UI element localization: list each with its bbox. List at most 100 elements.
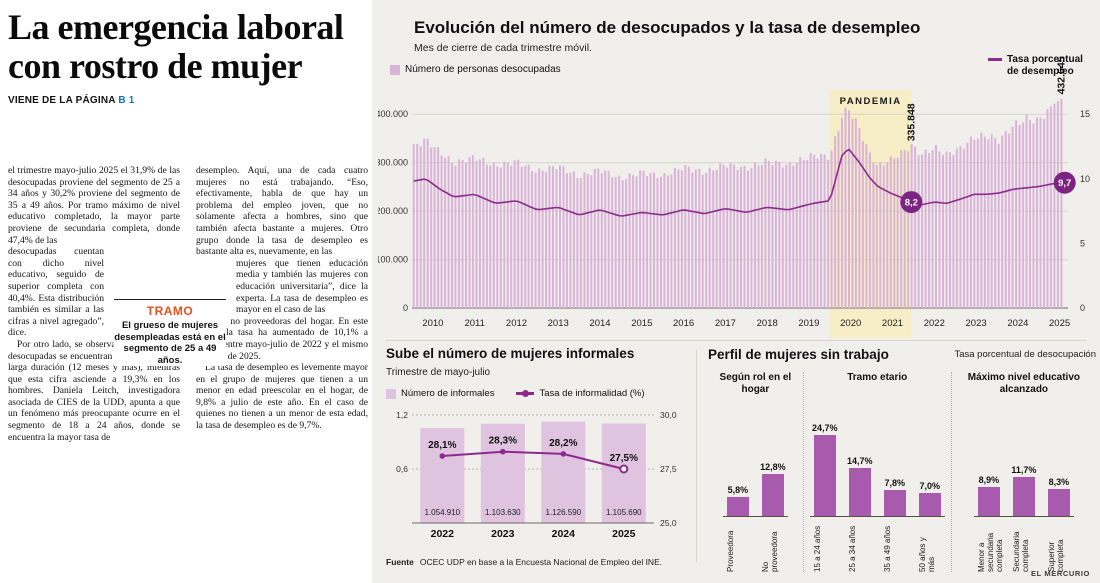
body-text: mujeres que tienen educación media y tam… (236, 257, 368, 316)
perfil-bar-category: 50 años y más (917, 537, 936, 572)
perfil-group-title: Tramo etario (847, 372, 908, 383)
body-text: el trimestre mayo-julio 2025 el 31,9% de… (8, 165, 180, 246)
legend-label: Número de informales (401, 388, 495, 399)
perfil-bar-rect (1012, 477, 1035, 516)
svg-text:2011: 2011 (464, 318, 484, 329)
svg-text:2025: 2025 (1049, 318, 1070, 329)
perfil-bar-category: Proveedora (725, 530, 735, 572)
svg-text:2021: 2021 (882, 318, 903, 329)
tramo-box-text: El grueso de mujeres desempleadas está e… (114, 320, 226, 366)
source-label: Fuente (386, 557, 414, 567)
svg-text:28,3%: 28,3% (489, 436, 517, 447)
body-text: desocupadas cuentan con dicho nivel educ… (8, 246, 104, 339)
perfil-bar-category: Secundaria completa (1011, 531, 1030, 572)
vertical-divider (696, 350, 697, 562)
unemployment-chart-subtitle: Mes de cierre de cada trimestre móvil. (414, 42, 592, 54)
perfil-bar-value: 7,0% (919, 480, 940, 491)
bar-swatch-icon (386, 388, 396, 399)
line-swatch-icon (988, 58, 1002, 61)
perfil-group: Máximo nivel educativo alcanzado 8,9% 11,7… (950, 372, 1096, 572)
tasa-informalidad-line (442, 450, 625, 470)
svg-text:8,2: 8,2 (905, 197, 918, 208)
tramo-box-title: TRAMO (146, 304, 194, 318)
svg-text:0: 0 (403, 303, 408, 313)
perfil-bar-category: No proveedora (760, 531, 779, 572)
perfil-bar-rect (813, 434, 836, 516)
svg-text:28,2%: 28,2% (549, 438, 577, 449)
perfil-bar-groups: Según rol en el hogar 5,8% 12,8% Proveedora… (708, 372, 1096, 572)
svg-text:1.126.590: 1.126.590 (546, 508, 582, 517)
svg-text:0,6: 0,6 (396, 464, 408, 474)
legend-label: Tasa porcentual de desempleo (1007, 54, 1083, 77)
svg-text:30,0: 30,0 (660, 410, 677, 420)
perfil-bar-rect (848, 467, 871, 516)
legend-tasa-informalidad: Tasa de informalidad (%) (516, 388, 645, 399)
informales-chart-card: Sube el número de mujeres informales Tri… (386, 346, 692, 567)
pandemia-label: PANDEMIA (840, 96, 902, 107)
horizontal-divider (386, 340, 1086, 341)
page-ref: B 1 (118, 95, 135, 107)
perfil-labels-row: Menor a secundaria completa Secundaria co… (974, 517, 1074, 572)
perfil-bar: 11,7% (1011, 465, 1036, 516)
source-line: Fuente OCEC UDP en base a la Encuesta Nac… (386, 557, 692, 567)
svg-text:2023: 2023 (491, 528, 515, 540)
perfil-bar-rect (1047, 488, 1070, 516)
svg-text:2018: 2018 (757, 318, 778, 329)
perfil-bar: 7,0% (918, 481, 942, 516)
svg-text:1.105.690: 1.105.690 (606, 508, 642, 517)
perfil-bars-row: 8,9% 11,7% 8,3% (973, 399, 1074, 517)
rate-callout (900, 191, 923, 214)
tasa-desempleo-line (413, 148, 1062, 217)
perfil-group-title: Máximo nivel educativo alcanzado (967, 372, 1080, 395)
svg-text:2016: 2016 (673, 318, 694, 329)
perfil-bar-value: 7,8% (884, 478, 905, 489)
svg-text:200.000: 200.000 (378, 206, 408, 216)
svg-text:2023: 2023 (966, 318, 987, 329)
perfil-bar-category: Superior completa (1046, 539, 1065, 572)
svg-text:10: 10 (1080, 174, 1090, 184)
unemployment-evolution-chart: PANDEMIA 400.000 300.000 200.000 100.000 0 15 1… (378, 56, 1090, 338)
svg-text:2022: 2022 (924, 318, 945, 329)
line-swatch-icon (516, 390, 535, 397)
perfil-bar: 7,8% (883, 478, 907, 516)
newspaper-brand: EL MERCURIO (1031, 569, 1090, 578)
perfil-bar-value: 5,8% (727, 484, 749, 495)
svg-text:25,0: 25,0 (660, 518, 677, 528)
perfil-group-title: Según rol en el hogar (719, 372, 792, 395)
svg-text:9,7: 9,7 (1058, 178, 1071, 189)
body-text: desempleo. Aquí, una de cada cuatro muje… (196, 165, 368, 258)
svg-text:1.054.910: 1.054.910 (425, 508, 461, 517)
svg-text:2024: 2024 (552, 528, 576, 540)
perfil-bar-value: 14,7% (846, 455, 873, 466)
perfil-bar-value: 8,3% (1048, 476, 1070, 487)
article-body: el trimestre mayo-julio 2025 el 31,9% de… (8, 165, 368, 579)
perfil-bars-row: 24,7% 14,7% 7,8% 7,0% (809, 399, 945, 517)
svg-text:2012: 2012 (506, 318, 527, 329)
article-section: La emergencia laboral con rostro de muje… (0, 0, 372, 583)
bar-swatch-icon (390, 64, 400, 75)
article-column-2: desempleo. Aquí, una de cada cuatro muje… (196, 165, 368, 432)
perfil-bar-category: Menor a secundaria completa (976, 532, 1004, 572)
source-text: OCEC UDP en base a la Encuesta Nacional … (419, 557, 663, 567)
perfil-labels-row: Proveedora No proveedora (723, 517, 788, 572)
svg-text:2015: 2015 (631, 318, 652, 329)
perfil-group: Según rol en el hogar 5,8% 12,8% Proveedora… (708, 372, 803, 572)
perfil-group: Tramo etario 24,7% 14,7% 7,8% 7,0% 15 a 24 añ… (802, 372, 951, 572)
perfil-chart-title: Perfil de mujeres sin trabajo (708, 347, 889, 362)
svg-text:2022: 2022 (431, 528, 455, 540)
body-text: La tasa de desempleo es levemente mayor … (196, 362, 368, 432)
svg-text:2020: 2020 (840, 318, 861, 329)
svg-text:400.000: 400.000 (378, 109, 408, 119)
perfil-bar: 14,7% (846, 455, 873, 516)
perfil-chart-card: Perfil de mujeres sin trabajo Tasa porce… (708, 346, 1096, 572)
svg-text:28,1%: 28,1% (428, 440, 456, 451)
svg-text:15: 15 (1080, 109, 1090, 119)
legend-informales: Número de informales (386, 388, 494, 399)
informales-bars: 1.054.910 2022 1.103.630 2023 1.126.590 2024 1… (420, 421, 646, 540)
svg-text:5: 5 (1080, 238, 1085, 248)
peak-annotation: 335.848 (905, 103, 917, 141)
continued-from-label: VIENE DE LA PÁGINA (8, 95, 116, 107)
perfil-bar-rect (726, 496, 749, 516)
svg-text:300.000: 300.000 (378, 158, 408, 168)
perfil-bar: 8,3% (1047, 477, 1071, 516)
